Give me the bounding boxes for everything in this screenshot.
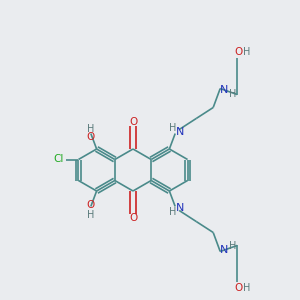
Text: N: N (220, 245, 228, 256)
Text: O: O (234, 284, 242, 293)
Text: H: H (242, 46, 250, 56)
Text: H: H (87, 211, 94, 220)
Text: O: O (87, 200, 95, 211)
Text: O: O (129, 117, 137, 127)
Text: H: H (169, 208, 176, 218)
Text: N: N (176, 203, 184, 214)
Text: N: N (176, 127, 184, 136)
Text: H: H (229, 88, 236, 98)
Text: O: O (87, 131, 95, 142)
Text: N: N (220, 85, 228, 94)
Text: Cl: Cl (53, 154, 64, 164)
Text: H: H (229, 242, 236, 251)
Text: H: H (169, 122, 176, 133)
Text: H: H (242, 284, 250, 293)
Text: O: O (234, 46, 242, 56)
Text: H: H (87, 124, 94, 134)
Text: O: O (129, 213, 137, 223)
